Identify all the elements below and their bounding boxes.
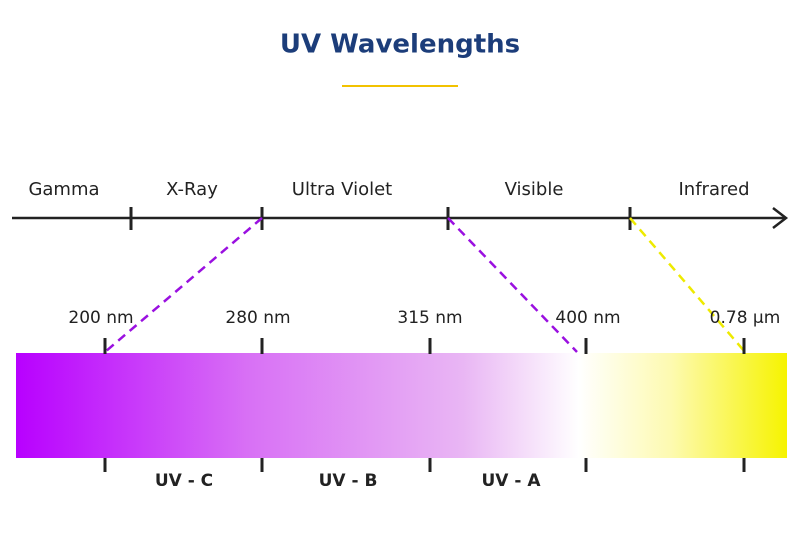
spectrum-label: Gamma: [28, 179, 99, 200]
title: UV Wavelengths: [280, 30, 520, 60]
spectrum-bar: [16, 353, 787, 458]
spectrum-label: Infrared: [679, 179, 750, 200]
band-label: UV - B: [319, 471, 378, 491]
wavelength-label: 0.78 µm: [710, 308, 781, 328]
band-label: UV - A: [481, 471, 541, 491]
uv-zoom-line: [104, 217, 263, 353]
visible-zoom-line: [629, 217, 746, 353]
wavelength-label: 200 nm: [68, 308, 133, 328]
wavelength-label: 280 nm: [225, 308, 290, 328]
spectrum-axis: [12, 207, 789, 230]
uv-zoom-line: [447, 217, 578, 353]
spectrum-label: Visible: [505, 179, 564, 200]
wavelength-label: 315 nm: [397, 308, 462, 328]
spectrum-label: Ultra Violet: [292, 179, 392, 200]
spectrum-bar-ticks: [103, 338, 746, 472]
band-label: UV - C: [155, 471, 213, 491]
wavelength-label: 400 nm: [555, 308, 620, 328]
spectrum-label: X-Ray: [166, 179, 218, 200]
